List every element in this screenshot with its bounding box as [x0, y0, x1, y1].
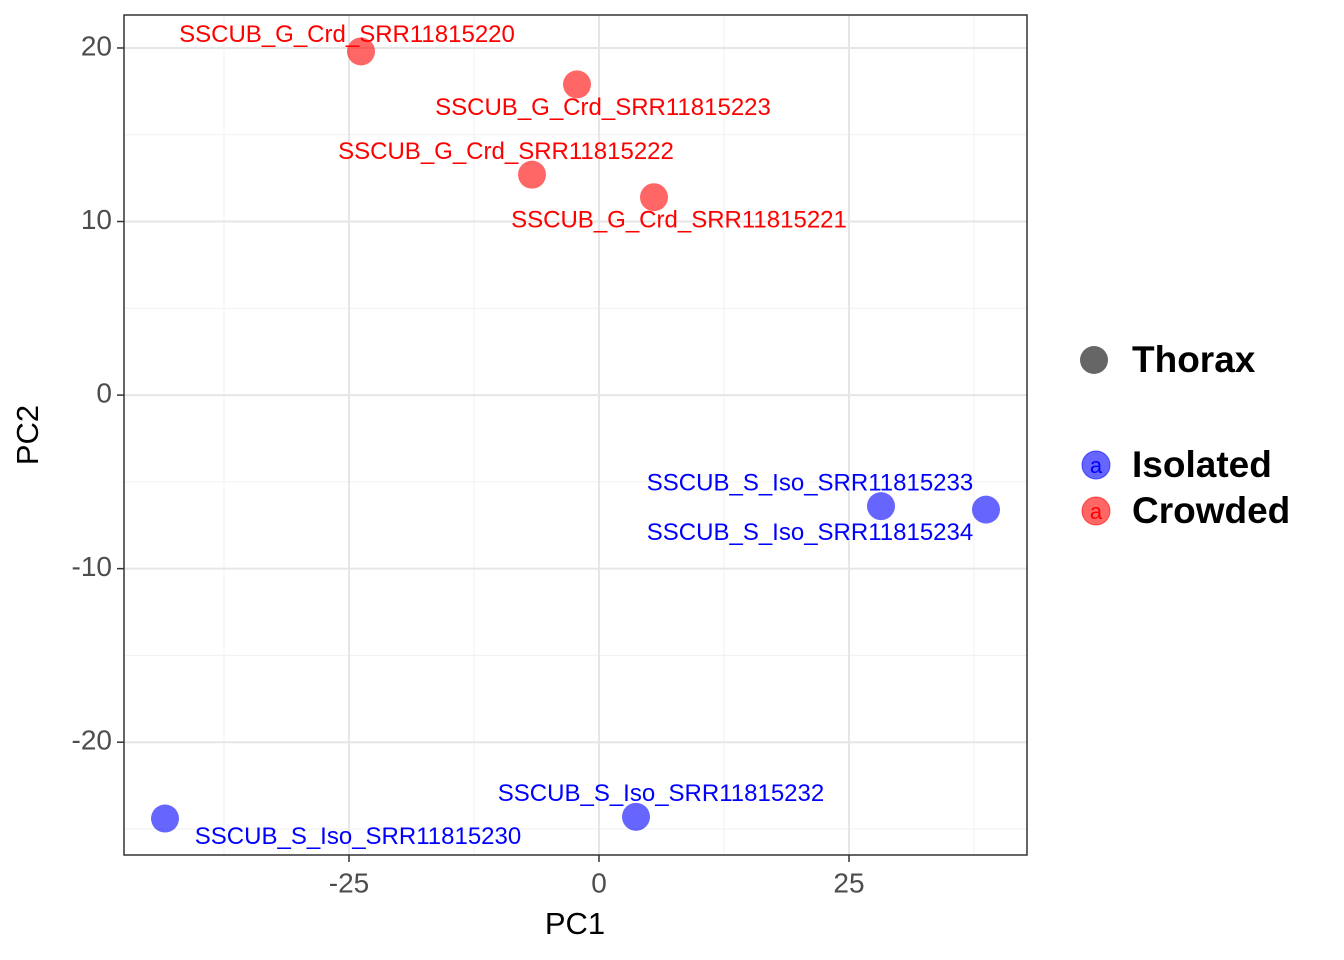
legend-label: Thorax: [1132, 339, 1256, 380]
y-tick-label: 10: [81, 204, 112, 235]
point: [347, 37, 375, 66]
point: [518, 160, 546, 189]
point: [640, 183, 668, 212]
legend-key: [1081, 496, 1111, 526]
legend-key-glyph: a: [1090, 499, 1103, 524]
point: [972, 495, 1000, 524]
point-label: SSCUB_S_Iso_SRR11815232: [498, 780, 824, 807]
point: [151, 804, 179, 833]
y-axis-label: PC2: [10, 405, 45, 465]
x-tick-label: -25: [329, 867, 369, 898]
legend-label: Isolated: [1132, 444, 1272, 485]
point-label: SSCUB_G_Crd_SRR11815221: [511, 207, 847, 234]
point-label: SSCUB_S_Iso_SRR11815230: [195, 823, 521, 850]
point-label: SSCUB_G_Crd_SRR11815223: [435, 94, 771, 121]
x-axis-label: PC1: [545, 906, 605, 941]
legend-key: [1080, 346, 1108, 374]
x-tick-label: 0: [591, 867, 607, 898]
legend-label: Crowded: [1132, 490, 1290, 531]
x-tick-label: 25: [833, 867, 864, 898]
panel-border: [123, 14, 1028, 856]
y-tick-label: -20: [72, 725, 112, 756]
point-label: SSCUB_G_Crd_SRR11815220: [179, 21, 515, 48]
y-tick-label: -10: [72, 551, 112, 582]
point-label: SSCUB_S_Iso_SRR11815233: [647, 470, 973, 497]
legend-key: [1081, 450, 1111, 480]
point: [867, 492, 895, 521]
legend-key-glyph: a: [1090, 453, 1103, 478]
y-tick-label: 0: [96, 377, 112, 408]
y-tick-label: 20: [81, 30, 112, 61]
point: [563, 70, 591, 99]
point-label: SSCUB_S_Iso_SRR11815234: [647, 519, 973, 546]
point: [622, 802, 650, 831]
panel-background: [124, 15, 1027, 855]
point-label: SSCUB_G_Crd_SRR11815222: [338, 138, 674, 165]
